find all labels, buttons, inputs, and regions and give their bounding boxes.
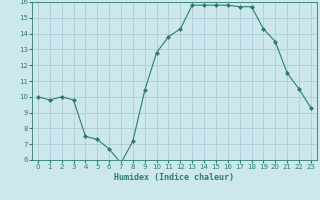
- X-axis label: Humidex (Indice chaleur): Humidex (Indice chaleur): [115, 173, 234, 182]
